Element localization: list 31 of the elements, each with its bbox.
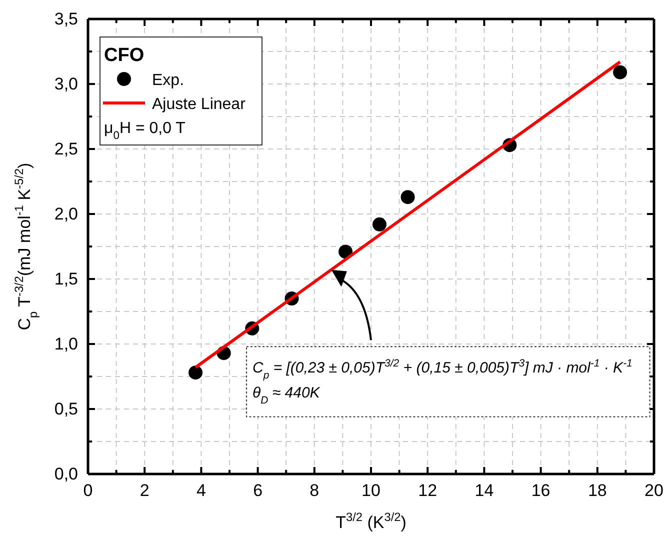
x-tick-label: 16 [531,481,550,500]
x-tick-label: 12 [418,481,438,500]
y-tick-label: 1,0 [54,334,78,354]
x-tick-label: 6 [253,481,263,500]
legend-title: CFO [104,45,144,66]
y-tick-label: 0,0 [54,464,78,484]
x-tick-label: 0 [83,481,93,500]
text: C$_{p}$ = [(0,23 ± 0,05)T$^{3/2}$ + (0,15 ± 0,005)T$^{3}$] mJ · mol$^{-1}$ · K$^{-1}$ [252,358,632,382]
y-tick-label: 2,5 [54,139,78,158]
y-tick-label: 3,0 [54,74,78,94]
x-tick-label: 10 [362,481,380,500]
annotation: μ$_{0}$H = 0,0 T [104,120,186,142]
point [188,366,203,380]
point [372,217,386,232]
y-tick-label: 1,5 [54,269,78,288]
x-tick-label: 18 [588,481,607,500]
y-tick-label: 2,0 [54,204,78,224]
x-tick-label: 20 [644,481,664,500]
y-tick-label: 3,5 [54,9,78,28]
point [338,244,353,259]
legend-label: Ajuste Linear [152,96,246,113]
annotation: θ$_{D}$ ≈ 440K [252,384,321,407]
x-tick-label: 2 [140,481,150,500]
x-axis-title: T$^{3/2}$ (K$^{3/2}$) [336,510,406,532]
point [400,190,415,204]
legend-label: Exp. [152,72,184,89]
x-tick-label: 8 [310,481,320,500]
x-tick-label: 14 [474,481,494,500]
point [613,65,628,80]
x-tick-label: 4 [196,481,206,500]
y-tick-label: 0,5 [54,399,78,418]
